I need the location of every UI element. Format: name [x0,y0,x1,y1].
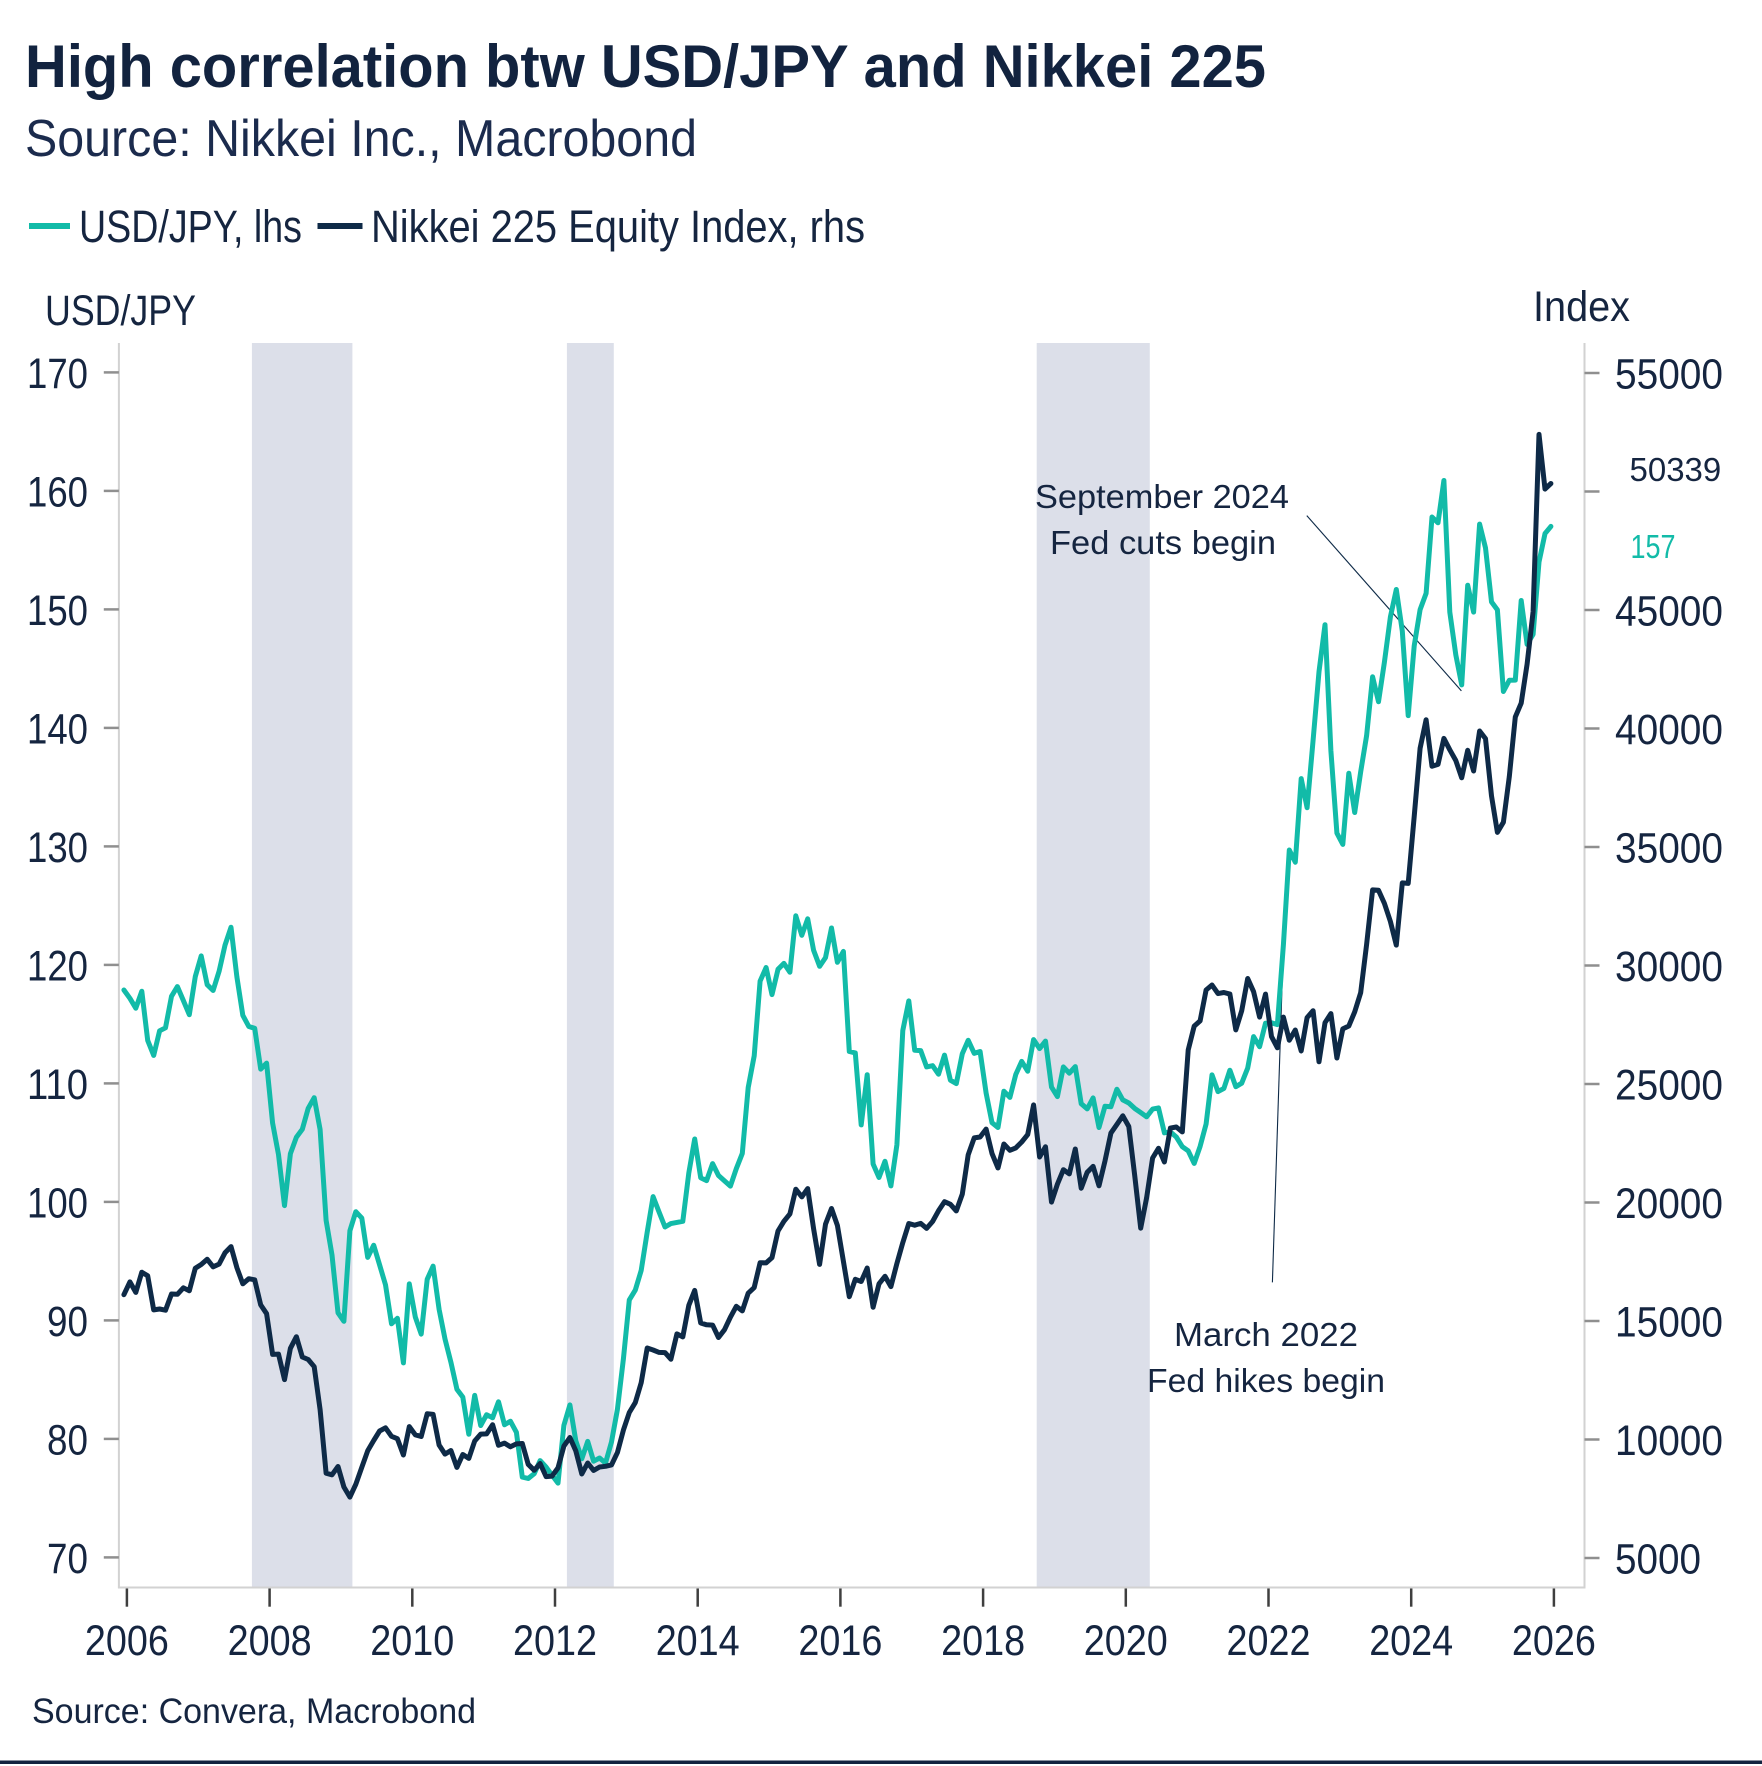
svg-text:150: 150 [27,587,88,635]
svg-text:80: 80 [47,1416,88,1464]
svg-text:160: 160 [27,468,88,516]
svg-text:USD/JPY: USD/JPY [45,287,196,335]
svg-text:10000: 10000 [1615,1417,1723,1465]
svg-text:90: 90 [47,1298,88,1346]
svg-text:25000: 25000 [1615,1062,1723,1110]
svg-text:2014: 2014 [656,1617,740,1665]
svg-text:50339: 50339 [1630,451,1722,488]
svg-text:2008: 2008 [228,1617,312,1665]
svg-text:70: 70 [47,1535,88,1583]
svg-text:March 2022: March 2022 [1174,1316,1358,1353]
svg-text:140: 140 [27,705,88,753]
svg-text:Nikkei 225 Equity Index, rhs: Nikkei 225 Equity Index, rhs [371,201,865,252]
svg-text:15000: 15000 [1615,1299,1723,1347]
svg-text:170: 170 [27,350,88,398]
svg-text:45000: 45000 [1615,588,1723,636]
svg-text:2022: 2022 [1227,1617,1311,1665]
svg-text:2024: 2024 [1369,1617,1453,1665]
svg-text:2026: 2026 [1512,1617,1596,1665]
svg-text:High correlation btw USD/JPY a: High correlation btw USD/JPY and Nikkei … [25,33,1266,100]
svg-text:Index: Index [1533,283,1630,331]
svg-text:30000: 30000 [1615,943,1723,991]
svg-text:USD/JPY, lhs: USD/JPY, lhs [79,201,302,252]
svg-text:2018: 2018 [941,1617,1025,1665]
svg-text:Fed cuts begin: Fed cuts begin [1050,524,1276,561]
svg-text:2016: 2016 [798,1617,882,1665]
svg-text:35000: 35000 [1615,825,1723,873]
svg-text:September 2024: September 2024 [1035,478,1289,515]
svg-text:Source: Nikkei Inc., Macrobond: Source: Nikkei Inc., Macrobond [25,110,697,168]
svg-text:2012: 2012 [513,1617,597,1665]
svg-text:Fed hikes begin: Fed hikes begin [1147,1362,1385,1399]
svg-text:55000: 55000 [1615,351,1723,399]
svg-text:110: 110 [27,1061,88,1109]
svg-text:120: 120 [27,942,88,990]
svg-text:Source: Convera, Macrobond: Source: Convera, Macrobond [32,1692,476,1731]
svg-text:5000: 5000 [1615,1536,1701,1584]
svg-text:40000: 40000 [1615,706,1723,754]
svg-text:2006: 2006 [85,1617,169,1665]
svg-text:157: 157 [1631,528,1676,565]
svg-text:2010: 2010 [370,1617,454,1665]
svg-text:20000: 20000 [1615,1180,1723,1228]
svg-text:2020: 2020 [1084,1617,1168,1665]
svg-text:130: 130 [27,824,88,872]
svg-text:100: 100 [27,1179,88,1227]
